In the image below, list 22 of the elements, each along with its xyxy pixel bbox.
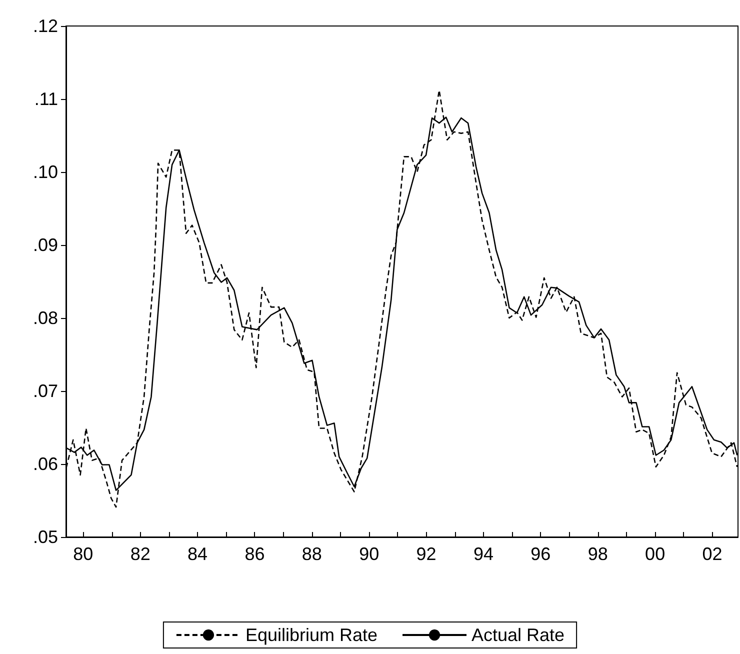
legend-label: Equilibrium Rate xyxy=(245,625,378,645)
x-tick-label: 00 xyxy=(645,544,666,564)
x-tick-label: 84 xyxy=(188,544,208,564)
x-tick-label: 96 xyxy=(530,544,551,564)
y-tick-label: .05 xyxy=(32,527,58,547)
x-tick-label: 86 xyxy=(244,544,265,564)
y-tick-label: .10 xyxy=(32,162,58,182)
y-tick-label: .07 xyxy=(32,381,58,401)
x-tick-label: 92 xyxy=(416,544,436,564)
x-tick-label: 82 xyxy=(130,544,150,564)
x-tick-label: 90 xyxy=(359,544,380,564)
x-tick-label: 88 xyxy=(302,544,322,564)
y-tick-label: .06 xyxy=(32,454,58,474)
x-tick-label: 02 xyxy=(702,544,722,564)
y-tick-label: .09 xyxy=(32,235,58,255)
x-tick-label: 94 xyxy=(473,544,494,564)
x-tick-label: 80 xyxy=(73,544,94,564)
y-tick-label: .08 xyxy=(32,308,58,328)
legend-label: Actual Rate xyxy=(472,625,565,645)
y-tick-label: .12 xyxy=(32,16,58,36)
y-tick-label: .11 xyxy=(34,89,58,109)
x-tick-label: 98 xyxy=(588,544,608,564)
